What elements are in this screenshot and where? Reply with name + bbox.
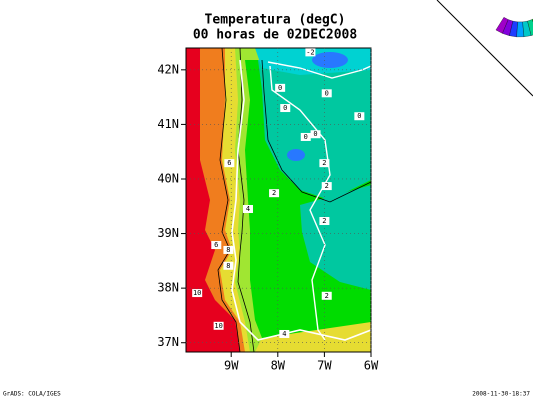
border xyxy=(267,61,371,79)
contour-label: 0 xyxy=(304,133,308,141)
contour-label: 2 xyxy=(325,292,329,300)
contour-label: 8 xyxy=(226,262,230,270)
x-tick-label: 7W xyxy=(317,359,332,373)
contour-label: 4 xyxy=(246,205,250,213)
contour-label-box xyxy=(269,189,280,198)
contour-label-box xyxy=(211,241,222,250)
contour-label-box xyxy=(310,130,321,139)
contour-label: 10 xyxy=(214,322,222,330)
x-tick-label: 9W xyxy=(224,359,239,373)
contour-label-box xyxy=(319,217,330,226)
contour-label-box xyxy=(279,329,290,338)
contour-label-box xyxy=(213,321,224,330)
contour-label-box xyxy=(223,245,234,254)
contour-label-box xyxy=(354,112,365,121)
y-tick-label: 41N xyxy=(157,117,179,131)
y-tick-label: 37N xyxy=(157,335,179,349)
y-tick-label: 39N xyxy=(157,226,179,240)
contour-label-box xyxy=(321,291,332,300)
contour-label: 0 xyxy=(313,130,317,138)
contour-label: 2 xyxy=(325,182,329,190)
contour-label: 6 xyxy=(214,241,218,249)
field-blue xyxy=(312,52,348,68)
y-tick-label: 40N xyxy=(157,171,179,185)
contour-label-box xyxy=(300,132,311,141)
colorbar-edge xyxy=(436,0,533,97)
contour-label-box xyxy=(275,83,286,92)
contour-label: 10 xyxy=(193,289,201,297)
contour-label-box xyxy=(280,104,291,113)
contour xyxy=(217,48,241,352)
contour-label-box xyxy=(223,261,234,270)
colorbar-swatch xyxy=(527,19,533,36)
y-tick-label: 42N xyxy=(157,62,179,76)
contour-label: 0 xyxy=(325,89,329,97)
contour-label-box xyxy=(321,182,332,191)
contour-label: 0 xyxy=(278,84,282,92)
contour-label-box xyxy=(192,289,203,298)
footer-left: GrADS: COLA/IGES xyxy=(3,391,61,398)
border xyxy=(269,65,331,341)
contour-label: 2 xyxy=(322,159,326,167)
contour-label: 6 xyxy=(227,159,231,167)
contour-label-box xyxy=(242,205,253,214)
field-teal xyxy=(258,60,371,200)
contour-label: -2 xyxy=(306,48,314,56)
contour-label: 0 xyxy=(283,104,287,112)
contour xyxy=(261,59,371,203)
contour-label-box xyxy=(224,159,235,168)
colorbar xyxy=(436,0,533,97)
contour xyxy=(237,48,255,352)
contour-label: 4 xyxy=(282,330,286,338)
contour-label-box xyxy=(319,159,330,168)
contour-label-box xyxy=(321,89,332,98)
title-line-1: Temperatura (degC) xyxy=(205,13,346,28)
contour-label: 0 xyxy=(357,112,361,120)
footer-right: 2008-11-30-18:37 xyxy=(472,391,530,398)
temperature-field xyxy=(186,48,371,352)
contour-label: 8 xyxy=(226,246,230,254)
field-blue xyxy=(287,149,305,161)
x-tick-label: 6W xyxy=(364,359,379,373)
title-line-2: 00 horas de 02DEC2008 xyxy=(193,28,358,43)
y-tick-label: 38N xyxy=(157,281,179,295)
contour-label-box xyxy=(305,48,316,57)
coastline xyxy=(231,59,371,341)
contour-label: 2 xyxy=(322,217,326,225)
field-yellow xyxy=(255,322,371,352)
contour-label: 2 xyxy=(272,189,276,197)
x-tick-label: 8W xyxy=(271,359,286,373)
